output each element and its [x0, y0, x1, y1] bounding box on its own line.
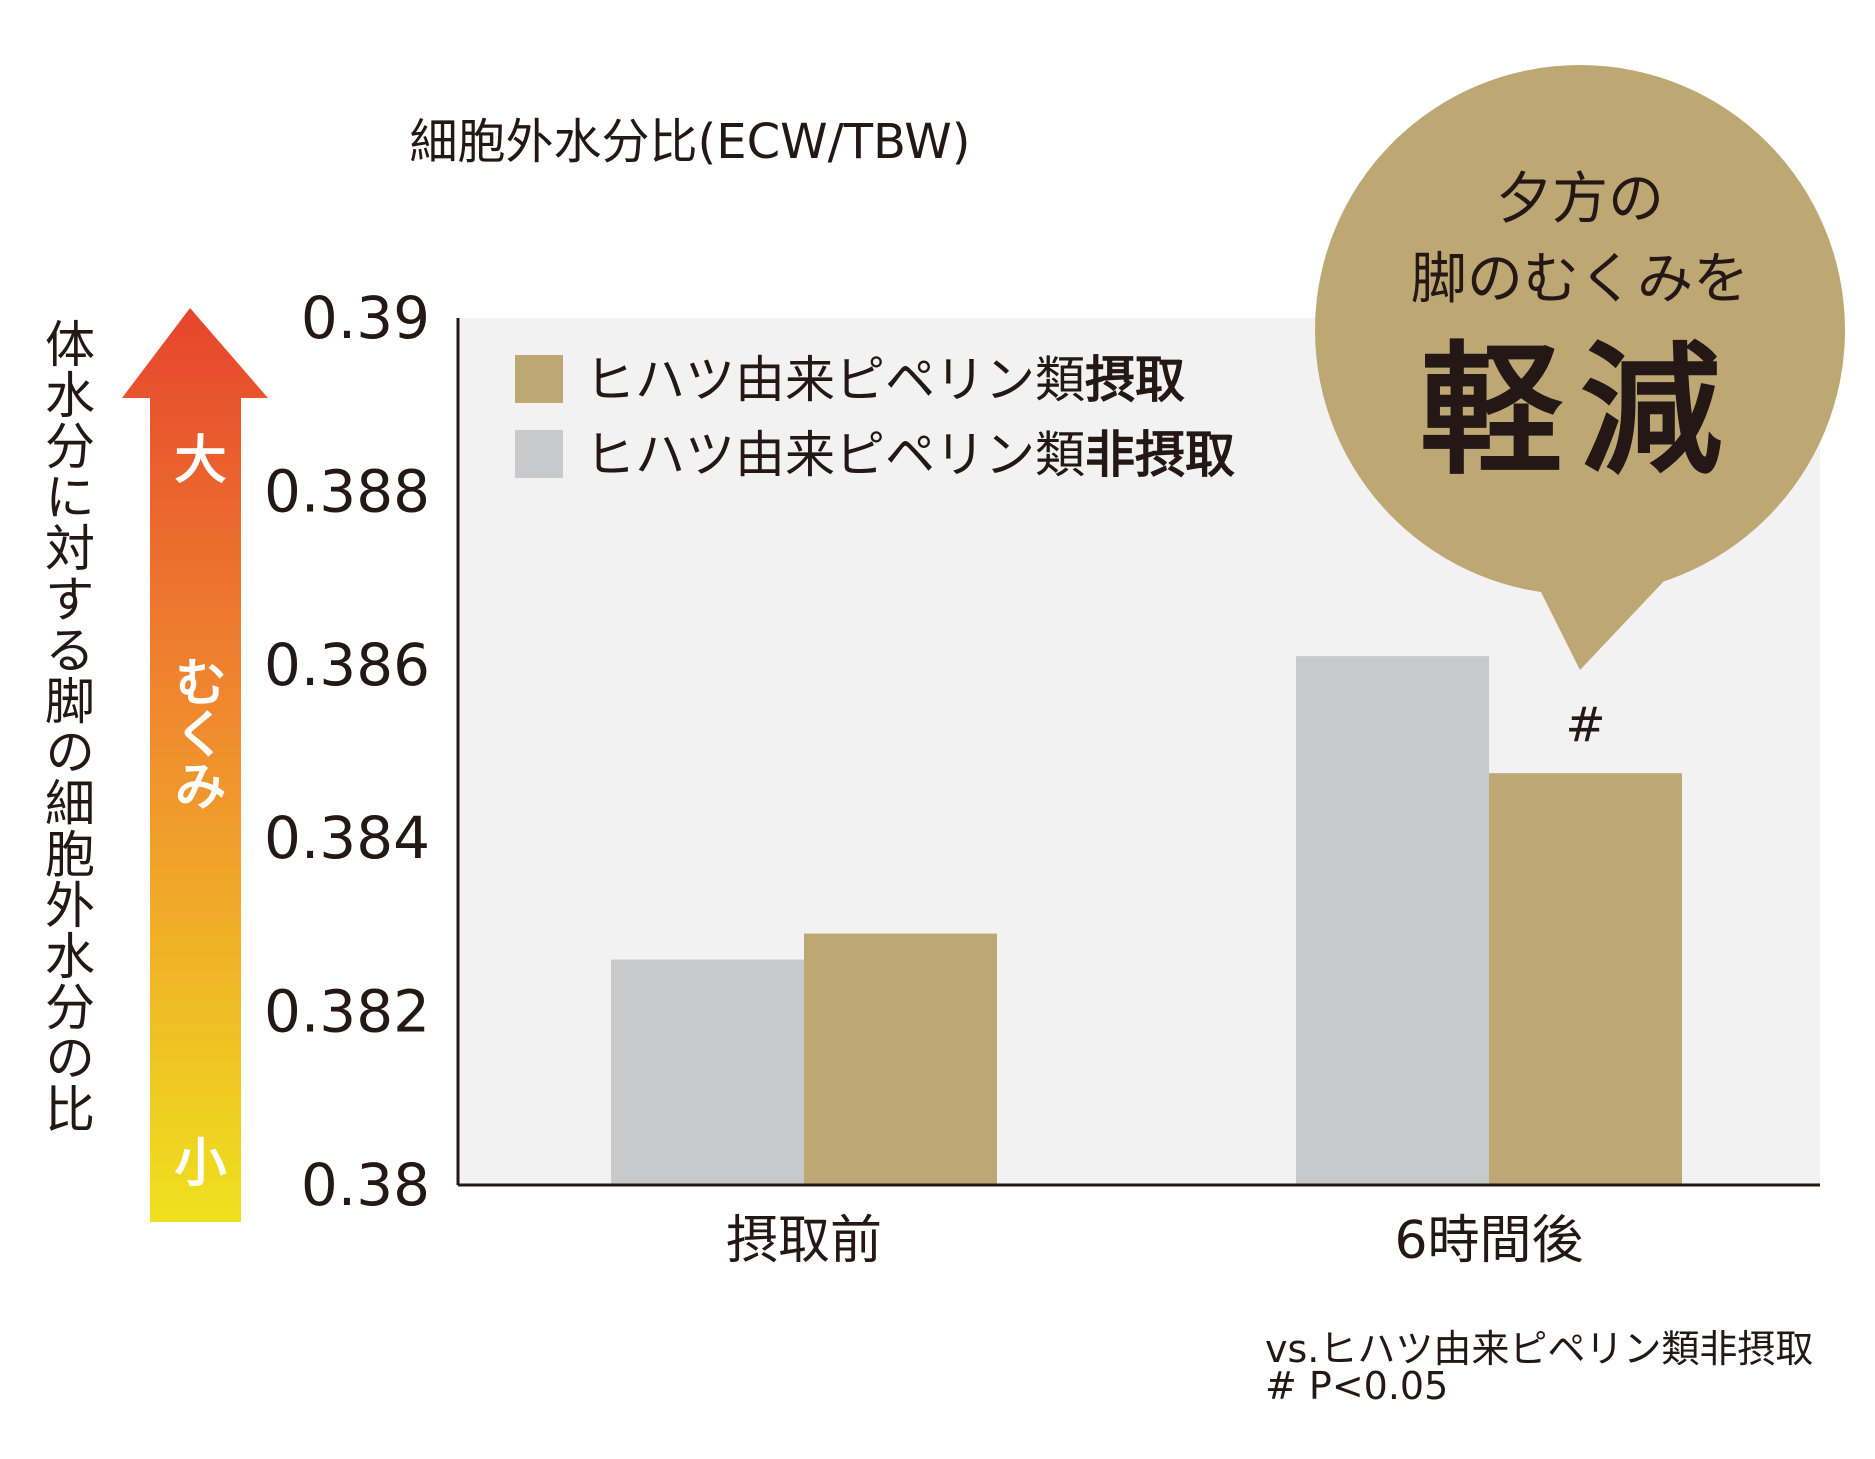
y-tick-label: 0.39 [301, 284, 430, 352]
y-tick-label: 0.382 [264, 978, 430, 1046]
arrow-label-small: 小 [165, 1135, 225, 1187]
x-labels-group: 摂取前 6時間後 [726, 1211, 1584, 1271]
bar-no-intake-1 [1296, 656, 1489, 1185]
callout-line3: 軽減 [1420, 329, 1740, 494]
callout-line1: 夕方の [1496, 167, 1664, 232]
legend-label-no-intake: ヒハツ由来ピペリン類非摂取 [585, 426, 1235, 484]
mukumi-arrow-icon [122, 308, 268, 1222]
callout-tail [1535, 580, 1665, 670]
y-tick-label: 0.388 [264, 457, 430, 525]
y-ticks-group: 0.39 0.388 0.386 0.384 0.382 0.38 [264, 284, 430, 1219]
y-tick-label: 0.38 [301, 1151, 430, 1219]
bar-intake-0 [804, 933, 997, 1185]
legend-swatch-no-intake [515, 430, 563, 478]
callout-circle [1315, 65, 1845, 595]
y-tick-label: 0.384 [264, 804, 430, 872]
x-tick-label: 6時間後 [1394, 1211, 1583, 1271]
footnote-line2: # P<0.05 [1265, 1364, 1449, 1408]
footnote-line1: vs.ヒハツ由来ピペリン類非摂取 [1265, 1327, 1814, 1371]
legend: ヒハツ由来ピペリン類摂取 ヒハツ由来ピペリン類非摂取 [515, 351, 1235, 484]
bar-no-intake-0 [611, 959, 804, 1185]
legend-label-intake: ヒハツ由来ピペリン類摂取 [585, 351, 1185, 409]
callout-bubble: 夕方の 脚のむくみを 軽減 [1315, 65, 1845, 670]
y-tick-label: 0.386 [264, 631, 430, 699]
callout-line2: 脚のむくみを [1411, 247, 1749, 312]
x-tick-label: 摂取前 [726, 1211, 882, 1271]
bars-group [611, 656, 1682, 1185]
y-axis-label: 体水分に対する脚の細胞外水分の比 [37, 318, 95, 1134]
arrow-label-mukumi: むくみ [165, 655, 225, 811]
significance-mark: # [1565, 697, 1605, 753]
bar-intake-1 [1489, 773, 1682, 1185]
chart-title: 細胞外水分比(ECW/TBW) [410, 114, 971, 170]
legend-swatch-intake [515, 355, 563, 403]
arrow-label-large: 大 [165, 432, 225, 484]
